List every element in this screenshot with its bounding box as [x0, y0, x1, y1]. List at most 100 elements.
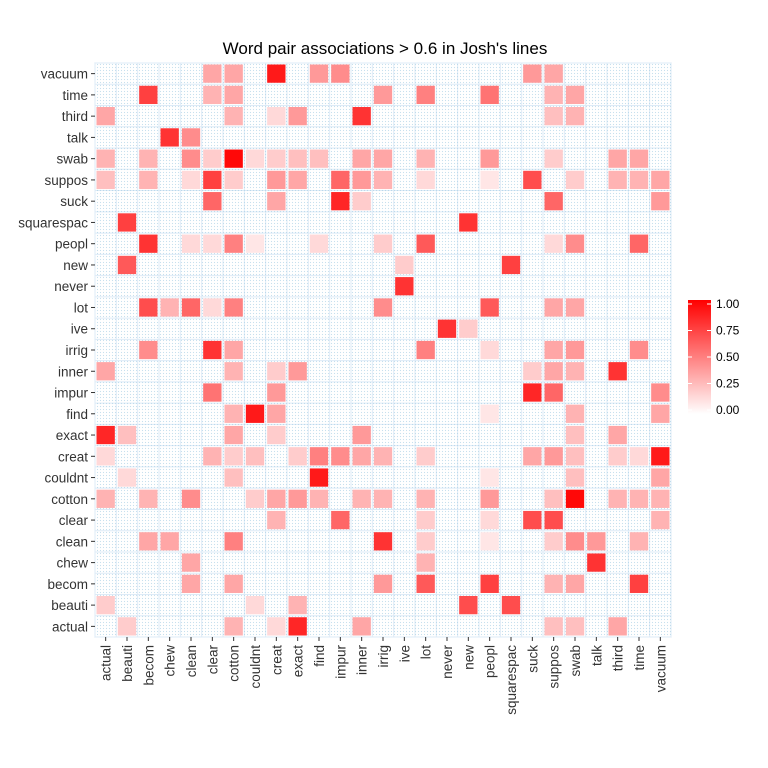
heatmap-cell	[352, 617, 371, 636]
heatmap-cell	[565, 447, 585, 466]
heatmap-cell	[267, 425, 286, 445]
heatmap-cell	[267, 510, 286, 530]
heatmap-cell	[629, 532, 649, 551]
x-tick-label: cotton	[227, 645, 242, 682]
y-tick-label: find	[66, 407, 88, 422]
heatmap-cell	[224, 468, 243, 487]
heatmap-cell	[416, 340, 435, 360]
heatmap-cell	[139, 298, 158, 317]
legend-label: 0.00	[716, 403, 740, 417]
heatmap-cell	[523, 510, 542, 530]
heatmap-cell	[608, 617, 627, 636]
heatmap-cell	[651, 510, 670, 530]
heatmap-cell	[331, 192, 350, 211]
heatmap-cell	[565, 298, 585, 317]
heatmap-cell	[224, 574, 243, 593]
heatmap-cell	[480, 404, 499, 423]
heatmap-cell	[416, 532, 435, 551]
heatmap-cell	[160, 532, 179, 551]
y-tick-label: suppos	[44, 173, 88, 188]
heatmap-cell	[203, 340, 222, 360]
y-tick-label: exact	[56, 428, 89, 443]
heatmap-cell	[203, 170, 222, 190]
heatmap-cell	[224, 362, 243, 381]
chart-title: Word pair associations > 0.6 in Josh's l…	[223, 39, 548, 58]
heatmap-cell	[267, 489, 286, 508]
y-tick-label: squarespac	[18, 215, 88, 230]
heatmap-cell	[224, 85, 243, 105]
heatmap-cell	[629, 574, 649, 593]
heatmap-cell	[331, 510, 350, 530]
y-tick-label: actual	[52, 619, 88, 634]
heatmap-cell	[480, 468, 499, 487]
heatmap-cell	[544, 447, 563, 466]
heatmap-cell	[480, 574, 499, 593]
heatmap-cell	[565, 574, 585, 593]
heatmap-cell	[96, 107, 115, 126]
heatmap-cell	[373, 234, 393, 253]
heatmap-cell	[459, 595, 478, 615]
x-tick-label: ive	[397, 645, 412, 662]
heatmap-cell	[565, 107, 585, 126]
heatmap-cell	[544, 340, 563, 360]
heatmap-cell	[373, 298, 393, 317]
heatmap-cell	[96, 595, 115, 615]
heatmap-cell	[480, 532, 499, 551]
heatmap-cell	[629, 234, 649, 253]
heatmap-cell	[544, 574, 563, 593]
heatmap-cell	[587, 553, 606, 572]
x-tick-label: lot	[419, 645, 434, 660]
x-tick-label: beauti	[120, 645, 135, 682]
heatmap-cell	[139, 170, 158, 190]
y-tick-label: becom	[47, 577, 88, 592]
heatmap-cell	[267, 149, 286, 168]
heatmap-cell	[629, 447, 649, 466]
x-tick-label: becom	[141, 645, 156, 686]
heatmap-cell	[203, 298, 222, 317]
heatmap-cell	[181, 489, 201, 508]
heatmap-cell	[203, 192, 222, 211]
heatmap-cell	[203, 85, 222, 105]
heatmap-cell	[139, 489, 158, 508]
heatmap-cell	[139, 234, 158, 253]
heatmap-cell	[96, 170, 115, 190]
legend-ticks: 0.00 0.25 0.50 0.75 1.00	[688, 297, 740, 417]
heatmap-cell	[373, 532, 393, 551]
heatmap-cell	[416, 510, 435, 530]
heatmap-cell	[480, 298, 499, 317]
x-tick-label: swab	[568, 645, 583, 677]
heatmap-cell	[224, 64, 243, 83]
heatmap-cell	[288, 149, 307, 168]
heatmap-cell	[352, 425, 371, 445]
heatmap-cell	[181, 574, 201, 593]
heatmap-cell	[203, 149, 222, 168]
x-tick-label: irrig	[376, 645, 391, 668]
heatmap-cell	[565, 404, 585, 423]
heatmap-cell	[608, 170, 627, 190]
heatmap-cell	[608, 447, 627, 466]
x-tick-label: clean	[184, 645, 199, 677]
heatmap-cell	[651, 489, 670, 508]
heatmap-cell	[96, 362, 115, 381]
heatmap-cell	[629, 489, 649, 508]
heatmap-cell	[523, 383, 542, 402]
y-tick-label: talk	[67, 130, 88, 145]
x-tick-label: suck	[525, 645, 540, 673]
y-tick-label: new	[63, 258, 88, 273]
heatmap-cell	[416, 149, 435, 168]
legend-label: 1.00	[716, 297, 740, 311]
heatmap-cell	[139, 149, 158, 168]
heatmap-cell	[224, 447, 243, 466]
x-tick-label: couldnt	[248, 645, 263, 689]
heatmap-cell	[224, 340, 243, 360]
heatmap-cell	[395, 277, 414, 296]
heatmap-cell	[416, 447, 435, 466]
color-legend: 0.00 0.25 0.50 0.75 1.00	[688, 297, 740, 417]
heatmap-cell	[352, 192, 371, 211]
y-tick-label: peopl	[55, 237, 88, 252]
heatmap-cell	[139, 532, 158, 551]
heatmap-cell	[437, 319, 457, 338]
y-axis: actual beauti becom chew clean clear cotton cou…	[18, 67, 95, 634]
y-tick-label: lot	[74, 300, 89, 315]
heatmap-cell	[245, 234, 265, 253]
